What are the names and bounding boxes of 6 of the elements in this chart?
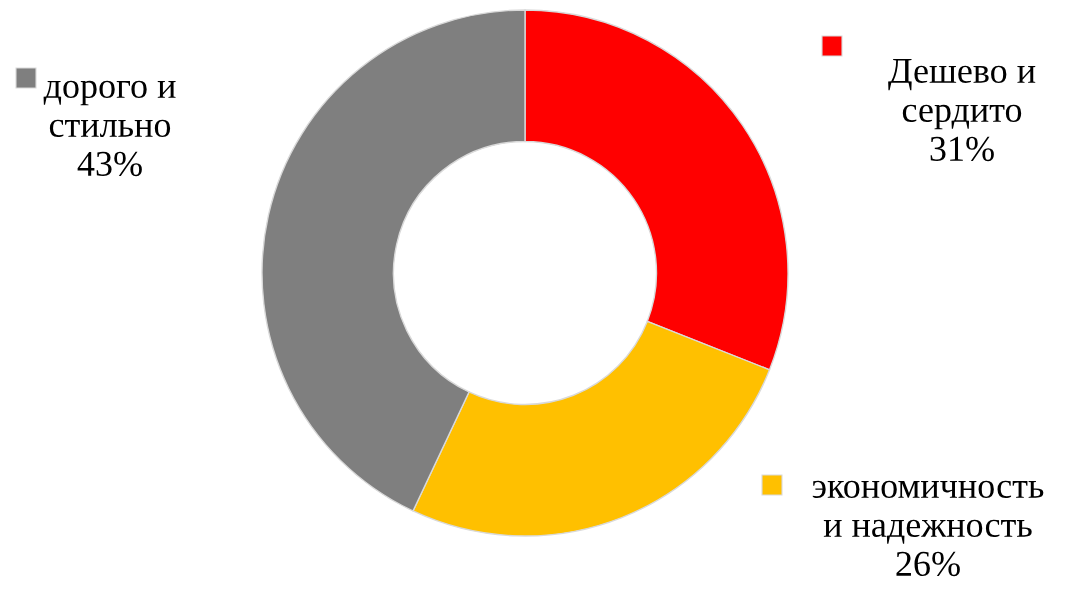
slice-label: Дешево и сердито <box>888 59 1036 130</box>
legend-label: экономичность и надежность <box>812 480 1044 544</box>
slice-label: дорого и стильно <box>43 80 176 138</box>
data-label: 31% <box>930 136 994 162</box>
data-label: 26% <box>896 551 960 577</box>
data-label: 43% <box>77 151 142 177</box>
